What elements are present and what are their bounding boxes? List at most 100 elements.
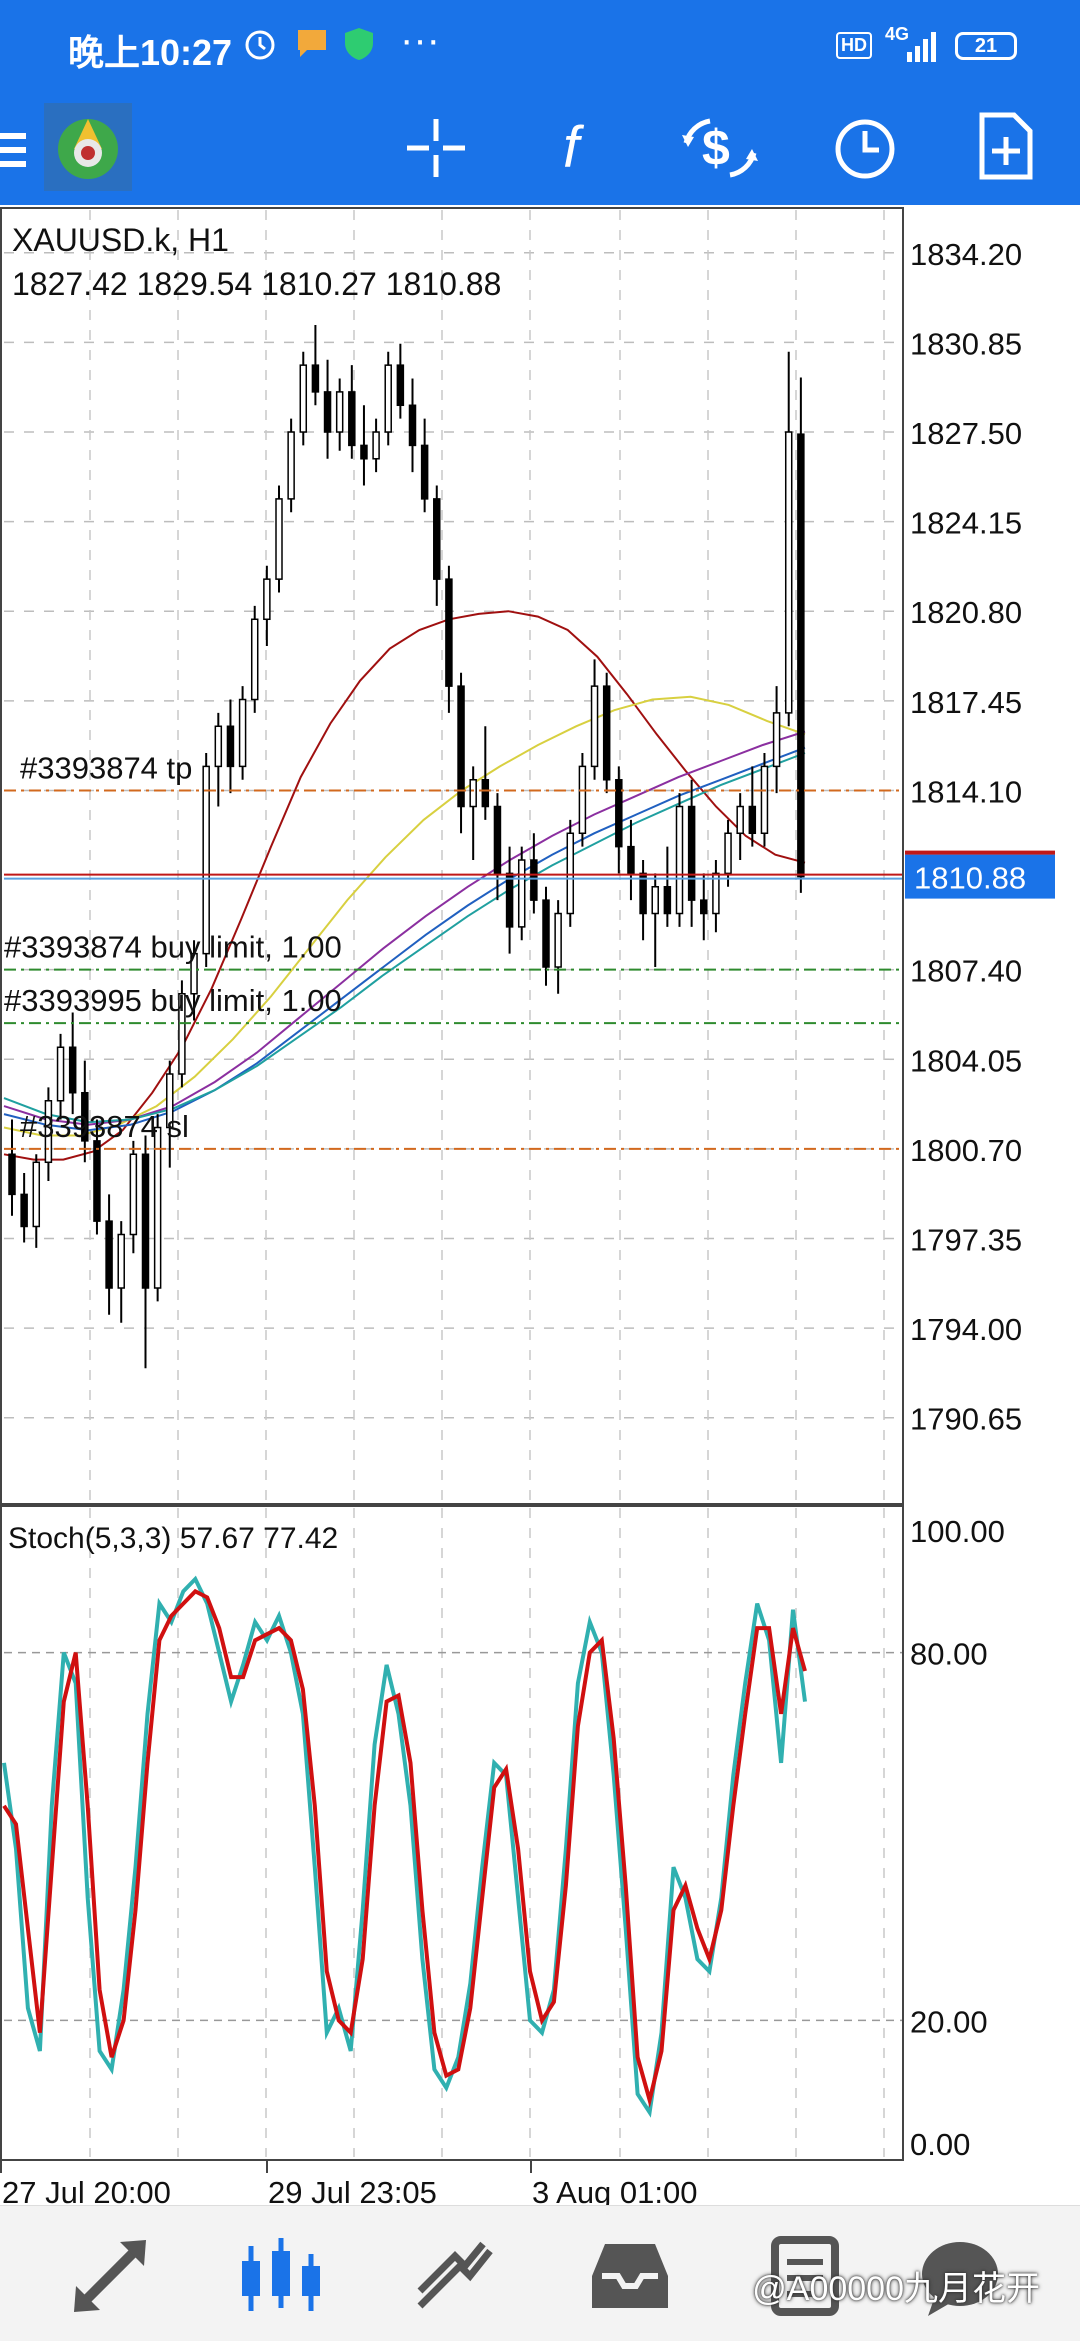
candle-body <box>20 1193 28 1228</box>
moving-average-line <box>3 752 806 1124</box>
price-chart[interactable]: #3393874 tp #3393874 buy limit, 1.00 #3393… <box>0 205 1080 2210</box>
candle-body <box>797 433 805 878</box>
menu-icon[interactable] <box>0 125 30 175</box>
candle-body <box>263 578 271 621</box>
moving-average-line <box>3 746 806 1132</box>
time-tick-label: 29 Jul 23:05 <box>268 2175 437 2205</box>
order-line-label: #3393995 buy limit, 1.00 <box>4 983 342 1018</box>
price-tick-label: 1817.45 <box>910 685 1022 720</box>
battery-level: 21 <box>974 35 998 57</box>
candle-body <box>530 859 538 901</box>
price-tick-label: 1790.65 <box>910 1402 1022 1437</box>
candle-body <box>639 872 647 915</box>
price-tick-label: 1834.20 <box>910 237 1022 272</box>
bottom-nav: @A00000九月花开 <box>0 2205 1080 2341</box>
message-icon <box>298 30 326 57</box>
candle-body <box>275 498 283 580</box>
candle-body <box>554 912 562 968</box>
candle-body <box>360 444 368 460</box>
candle-body <box>384 364 392 433</box>
app-logo-icon[interactable] <box>44 103 132 191</box>
trade-nav-icon[interactable] <box>405 2226 505 2326</box>
stoch-label: Stoch(5,3,3) 57.67 77.42 <box>8 1522 338 1555</box>
candle-body <box>445 578 453 687</box>
svg-text:$: $ <box>702 120 730 176</box>
candle-body <box>396 364 405 407</box>
watermark: @A00000九月花开 <box>752 2270 1040 2308</box>
candle-body <box>760 765 769 835</box>
candle-body <box>493 805 502 875</box>
function-icon[interactable]: f <box>555 115 605 181</box>
candle-body <box>772 712 781 768</box>
candle-body <box>348 391 356 447</box>
signal-icon <box>907 32 936 62</box>
history-nav-icon[interactable] <box>580 2226 680 2326</box>
current-price-badge <box>905 854 1055 899</box>
candle-body <box>129 1153 138 1236</box>
stoch-signal-line <box>2 1588 807 2109</box>
candle-body <box>469 779 477 808</box>
quotes-nav-icon[interactable] <box>60 2226 160 2326</box>
price-tick-label: 1800.70 <box>910 1133 1022 1168</box>
candle-body <box>178 993 186 1075</box>
hd-icon: HD <box>836 32 872 59</box>
candle-body <box>153 1126 162 1289</box>
status-time: 晚上10:27 <box>68 32 233 73</box>
candle-body <box>141 1153 150 1289</box>
candle-body <box>420 444 429 500</box>
battery-icon: 21 <box>955 32 1017 60</box>
candle-body <box>32 1161 41 1228</box>
candle-body <box>517 859 526 928</box>
candle-body <box>724 832 732 875</box>
svg-text:f: f <box>563 115 585 180</box>
candle-body <box>663 886 672 915</box>
candle-body <box>190 952 198 995</box>
moving-average-line <box>3 695 806 1137</box>
clock-icon[interactable] <box>833 117 897 181</box>
candle-body <box>299 364 308 433</box>
crosshair-icon[interactable] <box>405 117 467 179</box>
add-document-icon[interactable] <box>978 111 1034 181</box>
candle-body <box>578 765 587 835</box>
candle-body <box>748 805 757 835</box>
stoch-tick-label: 100.00 <box>910 1514 1005 1549</box>
candle-body <box>651 886 659 915</box>
candle-body <box>335 391 344 433</box>
order-line-label: #3393874 sl <box>20 1109 189 1144</box>
alarm-icon <box>245 30 275 60</box>
chart-area[interactable]: #3393874 tp #3393874 buy limit, 1.00 #3393… <box>0 205 1080 2210</box>
candle-body <box>250 618 259 701</box>
candle-body <box>323 391 332 433</box>
candle-body <box>687 805 696 901</box>
candle-body <box>542 899 550 968</box>
candle-body <box>166 1073 174 1129</box>
current-price-label: 1810.88 <box>914 861 1026 896</box>
chat-nav-icon[interactable] <box>910 2226 1010 2326</box>
price-tick-label: 1824.15 <box>910 506 1022 541</box>
stoch-main-line <box>2 1575 807 2118</box>
order-line-label: #3393874 tp <box>20 750 192 785</box>
status-bar: 晚上10:27 ··· HD 4G 21 <box>0 0 1080 95</box>
price-tick-label: 1814.10 <box>910 774 1022 809</box>
price-tick-label: 1807.40 <box>910 954 1022 989</box>
trade-icon[interactable]: $ <box>680 113 760 183</box>
candle-body <box>68 1046 77 1094</box>
news-nav-icon[interactable] <box>755 2226 855 2326</box>
candle-body <box>408 404 417 447</box>
shield-icon <box>345 28 373 60</box>
more-notifications-icon: ··· <box>400 18 440 62</box>
candle-body <box>238 698 247 768</box>
chart-nav-icon[interactable] <box>230 2226 330 2326</box>
price-tick-label: 1804.05 <box>910 1043 1022 1078</box>
chart-symbol: XAUUSD.k, H1 <box>12 222 229 258</box>
candle-body <box>712 872 720 915</box>
candle-body <box>505 872 514 928</box>
candle-body <box>56 1046 65 1102</box>
candle-body <box>287 431 295 500</box>
candle-body <box>433 498 441 580</box>
toolbar: f $ <box>0 95 1080 205</box>
candle-body <box>105 1220 113 1289</box>
candle-body <box>784 431 793 714</box>
candle-body <box>700 899 708 915</box>
candle-body <box>372 431 380 460</box>
